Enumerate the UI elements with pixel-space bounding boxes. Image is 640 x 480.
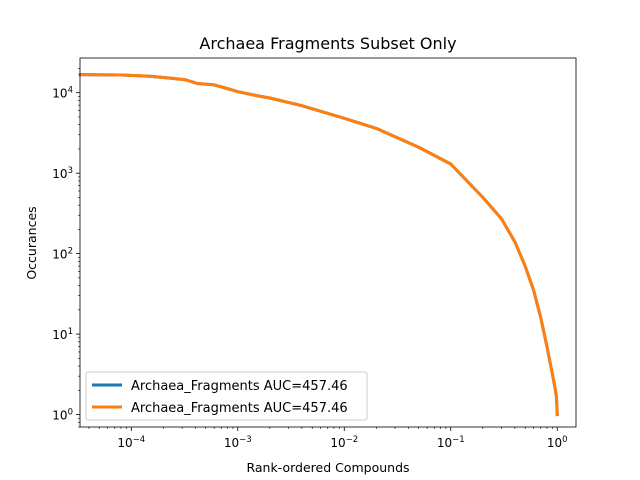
series-layer xyxy=(78,73,559,417)
y-tick-label: 102 xyxy=(52,247,73,262)
y-tick-label: 100 xyxy=(52,408,73,423)
y-tick-label: 104 xyxy=(52,86,73,101)
legend-label-series-2: Archaea_Fragments AUC=457.46 xyxy=(131,401,348,416)
x-tick-label: 100 xyxy=(547,435,568,450)
series-line-2 xyxy=(78,73,559,417)
y-axis-label: Occurances xyxy=(24,206,39,279)
y-tick-label: 101 xyxy=(52,327,73,342)
x-tick-label: 10−3 xyxy=(224,435,252,450)
chart-title: Archaea Fragments Subset Only xyxy=(199,34,456,53)
series-line-1 xyxy=(78,73,559,417)
x-tick-label: 10−1 xyxy=(437,435,465,450)
axes-layer: 10−4 10−3 10−2 10−1 100 100 101 102 103 104 xyxy=(52,68,568,450)
legend-label-series-1: Archaea_Fragments AUC=457.46 xyxy=(131,379,348,394)
legend: Archaea_Fragments AUC=457.46 Archaea_Fra… xyxy=(85,371,368,421)
x-tick-label: 10−2 xyxy=(330,435,358,450)
x-axis-label: Rank-ordered Compounds xyxy=(246,460,409,475)
x-tick-label: 10−4 xyxy=(117,435,145,450)
legend-box xyxy=(85,371,368,421)
y-tick-label: 103 xyxy=(52,166,73,181)
